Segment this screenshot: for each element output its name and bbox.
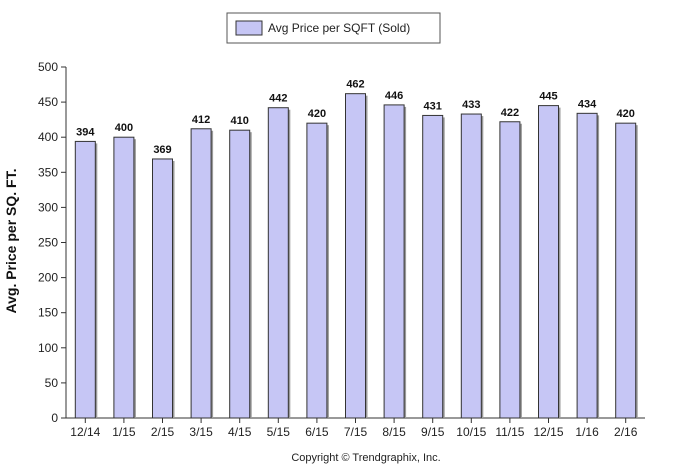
bar (113, 136, 135, 419)
legend: Avg Price per SQFT (Sold) (226, 12, 441, 44)
y-tick-label: 100 (38, 341, 58, 355)
bar (576, 112, 598, 419)
bar (422, 114, 444, 419)
legend-label: Avg Price per SQFT (Sold) (268, 21, 410, 35)
y-tick-label: 50 (45, 376, 59, 390)
bars: 394 400 369 412 410 442 420 462 446 431 433 422 445 4… (74, 79, 638, 419)
bar-value-label: 445 (539, 91, 557, 103)
bar (383, 104, 405, 419)
x-tick-label: 2/15 (151, 425, 175, 439)
x-tick-label: 8/15 (382, 425, 406, 439)
bar (229, 129, 251, 419)
bar (74, 140, 96, 419)
bar-value-label: 434 (578, 98, 597, 110)
y-tick-label: 400 (38, 130, 58, 144)
y-axis-label: Avg. Price per SQ. FT. (3, 169, 19, 314)
y-ticks: 0 50 100 150 200 250 300 350 400 450 500 (38, 60, 66, 425)
y-tick-label: 300 (38, 200, 58, 214)
bar-value-label: 369 (153, 144, 171, 156)
x-tick-label: 6/15 (305, 425, 329, 439)
x-tick-label: 1/15 (112, 425, 136, 439)
bar-value-label: 433 (462, 99, 480, 111)
bar-value-label: 431 (424, 100, 442, 112)
x-tick-label: 12/14 (70, 425, 100, 439)
bar (190, 128, 212, 419)
legend-swatch (235, 20, 263, 36)
y-tick-label: 450 (38, 95, 58, 109)
bar-value-label: 420 (308, 108, 326, 120)
x-tick-label: 2/16 (614, 425, 638, 439)
x-tick-label: 9/15 (421, 425, 445, 439)
y-tick-label: 500 (38, 60, 58, 74)
bar-value-label: 442 (269, 93, 287, 105)
bar (499, 121, 521, 419)
bar-value-label: 422 (501, 107, 519, 119)
bar (345, 93, 366, 419)
bar (267, 107, 289, 419)
x-ticks: 12/14 1/15 2/15 3/15 4/15 5/15 6/15 7/15 8/15 9/1… (70, 418, 638, 439)
bar-value-label: 394 (76, 126, 95, 138)
x-tick-label: 10/15 (456, 425, 486, 439)
y-tick-label: 0 (51, 411, 58, 425)
y-tick-label: 350 (38, 165, 58, 179)
x-tick-label: 7/15 (344, 425, 368, 439)
x-tick-label: 3/15 (189, 425, 213, 439)
y-tick-label: 200 (38, 271, 58, 285)
x-tick-label: 1/16 (575, 425, 599, 439)
bar-value-label: 446 (385, 90, 403, 102)
y-tick-label: 250 (38, 236, 58, 250)
bar (538, 105, 559, 419)
bar-value-label: 462 (346, 79, 364, 91)
x-tick-label: 5/15 (267, 425, 291, 439)
bar-value-label: 420 (617, 108, 635, 120)
copyright-text: Copyright © Trendgraphix, Inc. (291, 452, 440, 464)
bar (615, 122, 637, 419)
x-tick-label: 11/15 (495, 425, 524, 439)
y-tick-label: 150 (38, 306, 58, 320)
bar (460, 113, 482, 419)
bar-value-label: 412 (192, 114, 210, 126)
bar (306, 122, 328, 419)
x-tick-label: 12/15 (533, 425, 563, 439)
x-tick-label: 4/15 (228, 425, 252, 439)
bar (152, 158, 173, 419)
bar-value-label: 400 (115, 122, 133, 134)
bar-value-label: 410 (231, 115, 249, 127)
